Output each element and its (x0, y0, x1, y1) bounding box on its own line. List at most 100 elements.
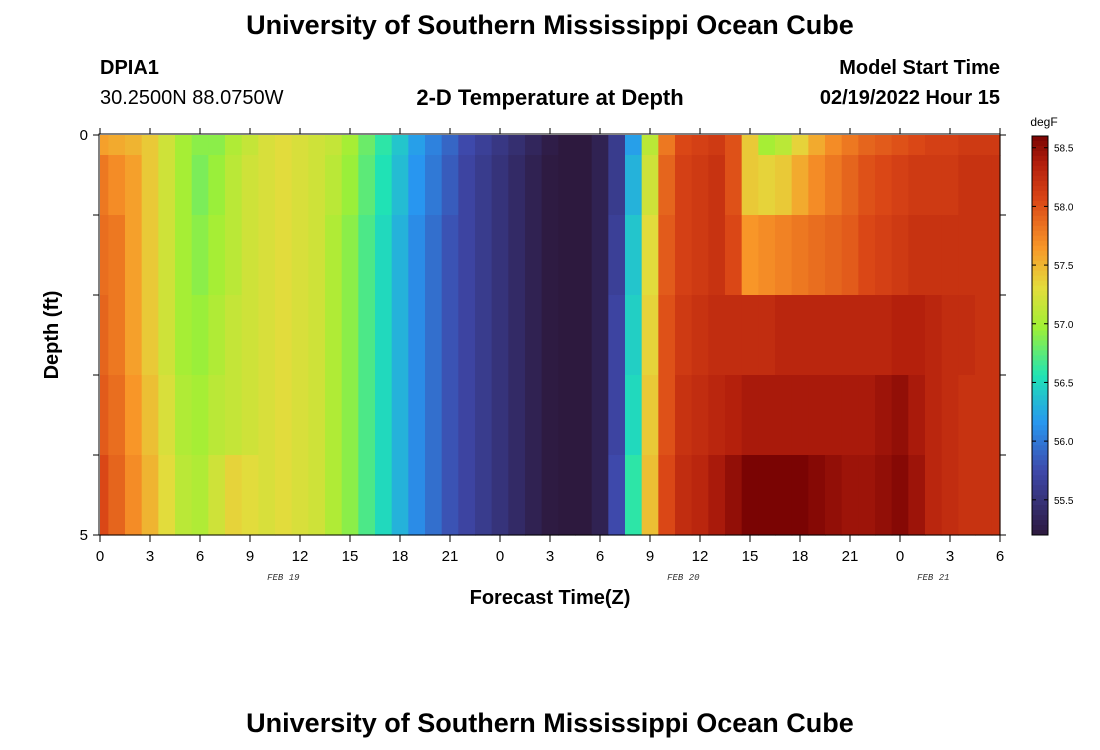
colorbar-step (1032, 285, 1048, 292)
colorbar-step (1032, 190, 1048, 197)
colorbar-step (1032, 260, 1048, 267)
page-title: University of Southern Mississippi Ocean… (246, 10, 854, 40)
heatmap-cell (891, 375, 909, 456)
heatmap-cell (975, 295, 993, 376)
heatmap-cell (308, 455, 326, 536)
heatmap-cell (441, 135, 459, 156)
heatmap-cell (758, 455, 776, 536)
heatmap-cell (191, 155, 209, 216)
heatmap-cell (658, 295, 676, 376)
heatmap-cell (241, 455, 259, 536)
heatmap-cell (891, 155, 909, 216)
heatmap-cell (775, 135, 793, 156)
y-tick-label: 5 (80, 527, 88, 544)
heatmap-cell (808, 155, 826, 216)
colorbar-step (1032, 405, 1048, 411)
heatmap-cell (100, 155, 109, 216)
heatmap-cell (858, 375, 876, 456)
y-axis-label: Depth (ft) (41, 291, 63, 380)
heatmap-cell (691, 455, 709, 536)
heatmap-cell (475, 375, 493, 456)
heatmap-cell (958, 455, 976, 536)
colorbar-step (1032, 410, 1048, 416)
colorbar-step (1032, 350, 1048, 356)
colorbar-tick-label: 55.5 (1054, 496, 1074, 507)
heatmap-cell (791, 375, 809, 456)
heatmap-cell (275, 295, 293, 376)
heatmap-cell (925, 135, 943, 156)
heatmap-cell (208, 455, 226, 536)
heatmap-cell (975, 155, 993, 216)
heatmap-cell (625, 455, 643, 536)
heatmap-cell (641, 155, 659, 216)
colorbar-step (1032, 330, 1048, 336)
heatmap-cell (275, 375, 293, 456)
heatmap-cell (708, 155, 726, 216)
heatmap-cell (391, 295, 409, 376)
colorbar-frame (1031, 135, 1049, 536)
colorbar-step (1032, 430, 1048, 436)
heatmap-cell (408, 215, 426, 296)
heatmap-cell (241, 215, 259, 296)
heatmap-cell (358, 155, 376, 216)
heatmap-cell (791, 215, 809, 296)
colorbar-step (1032, 360, 1048, 366)
colorbar-step (1032, 215, 1048, 222)
colorbar-step (1032, 460, 1048, 466)
colorbar-step (1032, 200, 1048, 207)
colorbar-tick-label: 58.0 (1054, 202, 1074, 213)
heatmap-cell (991, 375, 1001, 456)
colorbar-step (1032, 180, 1048, 187)
heatmap-cell (791, 155, 809, 216)
colorbar-step (1032, 420, 1048, 426)
heatmap-cell (658, 135, 676, 156)
heatmap-cell (841, 375, 859, 456)
heatmap-cell (725, 295, 743, 376)
heatmap-cell (575, 155, 593, 216)
heatmap-cell (508, 375, 526, 456)
heatmap-cell (141, 215, 159, 296)
heatmap-cell (458, 455, 476, 536)
heatmap-cell (191, 215, 209, 296)
colorbar-step (1032, 425, 1048, 431)
heatmap-cell (225, 155, 243, 216)
x-tick-label: 12 (692, 548, 709, 565)
heatmap-cell (541, 135, 559, 156)
heatmap-cell (191, 375, 209, 456)
heatmap-cell (191, 295, 209, 376)
heatmap-cell (741, 375, 759, 456)
heatmap-cell (325, 455, 343, 536)
heatmap-cell (358, 295, 376, 376)
heatmap-cell (825, 455, 843, 536)
heatmap-cell (258, 295, 276, 376)
colorbar-step (1032, 325, 1048, 332)
heatmap-cell (525, 375, 543, 456)
heatmap-cell (925, 155, 943, 216)
heatmap-cell (275, 215, 293, 296)
heatmap-cell (558, 215, 576, 296)
colorbar-step (1032, 485, 1048, 491)
heatmap-cell (808, 215, 826, 296)
heatmap-cell (908, 455, 926, 536)
heatmap-cell (291, 455, 309, 536)
heatmap-cell (591, 295, 609, 376)
heatmap-cell (941, 375, 959, 456)
heatmap-cell (141, 375, 159, 456)
heatmap-cell (141, 295, 159, 376)
x-tick-label: 6 (196, 548, 204, 565)
heatmap-cell (858, 135, 876, 156)
heatmap-cell (908, 215, 926, 296)
colorbar-step (1032, 340, 1048, 346)
colorbar-step (1032, 220, 1048, 227)
heatmap-cell (308, 375, 326, 456)
heatmap-cell (925, 375, 943, 456)
heatmap-cell (691, 295, 709, 376)
colorbar-step (1032, 390, 1048, 396)
heatmap-cell (741, 135, 759, 156)
heatmap-cell (858, 295, 876, 376)
colorbar-step (1032, 230, 1048, 237)
colorbar-step (1032, 465, 1048, 471)
heatmap-cell (525, 295, 543, 376)
heatmap-cell (608, 155, 626, 216)
heatmap-cell (341, 135, 359, 156)
